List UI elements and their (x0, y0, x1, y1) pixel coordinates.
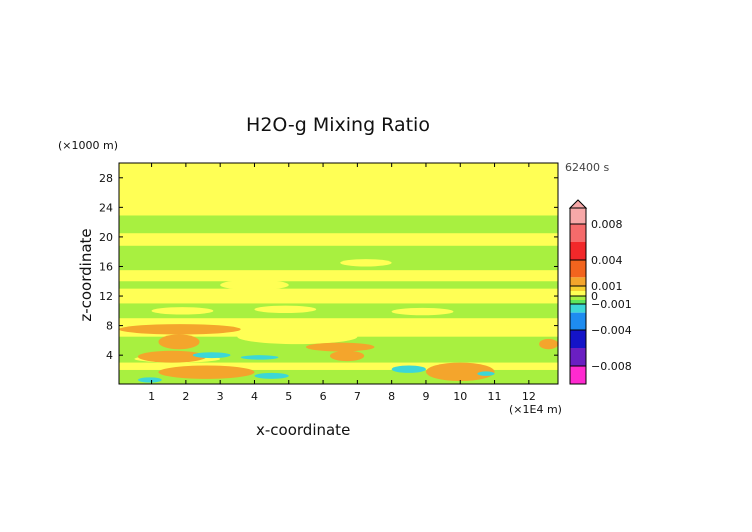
x-axis-label: x-coordinate (256, 421, 351, 439)
contour-region (364, 321, 512, 333)
colorbar-segment (570, 312, 586, 330)
contour-region (119, 281, 558, 289)
colorbar-segment (570, 224, 586, 242)
contour-region (305, 342, 375, 352)
time-label: 62400 s (565, 161, 610, 174)
x-tick-label: 1 (148, 390, 155, 403)
y-axis-ticks: 4 8 12 16 20 24 28 (99, 172, 558, 362)
contour-region (240, 355, 279, 360)
x-tick-label: 7 (354, 390, 361, 403)
colorbar-segment (570, 242, 586, 260)
colorbar-tick-label: −0.001 (591, 298, 632, 311)
contour-region (254, 372, 289, 379)
x-tick-label: 6 (320, 390, 327, 403)
colorbar-segment (570, 208, 586, 224)
plot-frame (118, 162, 559, 385)
contour-field (119, 163, 558, 384)
colorbar-segment (570, 348, 586, 366)
colorbar-segment (570, 296, 586, 300)
x-axis-unit: (×1E4 m) (509, 403, 562, 416)
contour-region (137, 377, 162, 383)
contour-region (329, 350, 365, 362)
contour-region (137, 350, 207, 363)
x-tick-label: 4 (251, 390, 258, 403)
contour-region (477, 371, 495, 376)
y-tick-label: 20 (99, 231, 113, 244)
colorbar-overflow-arrow (568, 199, 588, 209)
y-tick-label: 4 (106, 349, 113, 362)
colorbar (568, 199, 588, 385)
y-tick-label: 24 (99, 201, 113, 214)
x-tick-label: 11 (488, 390, 502, 403)
colorbar-segment (570, 366, 586, 384)
contour-region (391, 307, 454, 316)
contour-region (192, 352, 231, 359)
contour-region (158, 365, 255, 379)
y-tick-label: 28 (99, 172, 113, 185)
colorbar-tick-label: 0.008 (591, 218, 623, 231)
contour-region (151, 307, 214, 315)
colorbar-tick-label: 0.001 (591, 280, 623, 293)
x-axis-ticks: 1 2 3 4 5 6 7 8 9 10 11 12 (148, 163, 536, 403)
contour-region (539, 338, 558, 350)
contour-region (254, 305, 317, 314)
colorbar-segment (570, 291, 586, 296)
colorbar-segment (570, 300, 586, 304)
x-tick-label: 9 (422, 390, 429, 403)
contour-region (119, 245, 558, 271)
x-tick-label: 2 (182, 390, 189, 403)
colorbar-tick-label: −0.004 (591, 324, 632, 337)
colorbar-tick-label: 0.004 (591, 254, 623, 267)
colorbar-segment (570, 286, 586, 291)
y-axis-label: z-coordinate (77, 228, 95, 322)
contour-region (158, 334, 200, 350)
colorbar-segment (570, 330, 586, 348)
x-tick-label: 10 (453, 390, 467, 403)
x-tick-label: 12 (522, 390, 536, 403)
contour-region (119, 215, 558, 234)
colorbar-segment (570, 260, 586, 278)
x-tick-label: 3 (217, 390, 224, 403)
contour-region (119, 324, 241, 335)
colorbar-tick-label: 0 (591, 290, 598, 303)
chart-title: H2O-g Mixing Ratio (246, 114, 430, 136)
x-tick-label: 8 (388, 390, 395, 403)
y-tick-label: 12 (99, 290, 113, 303)
contour-region (237, 329, 358, 345)
y-tick-label: 8 (106, 320, 113, 333)
y-axis-unit: (×1000 m) (58, 139, 119, 152)
contour-region (119, 303, 558, 319)
colorbar-segment (570, 277, 586, 286)
contour-region (425, 362, 495, 382)
colorbar-segment (570, 304, 586, 313)
x-tick-label: 5 (285, 390, 292, 403)
contour-region (391, 365, 426, 373)
contour-region (340, 259, 392, 267)
colorbar-tick-label: −0.008 (591, 360, 632, 373)
contour-region (220, 279, 289, 291)
y-tick-label: 16 (99, 260, 113, 273)
